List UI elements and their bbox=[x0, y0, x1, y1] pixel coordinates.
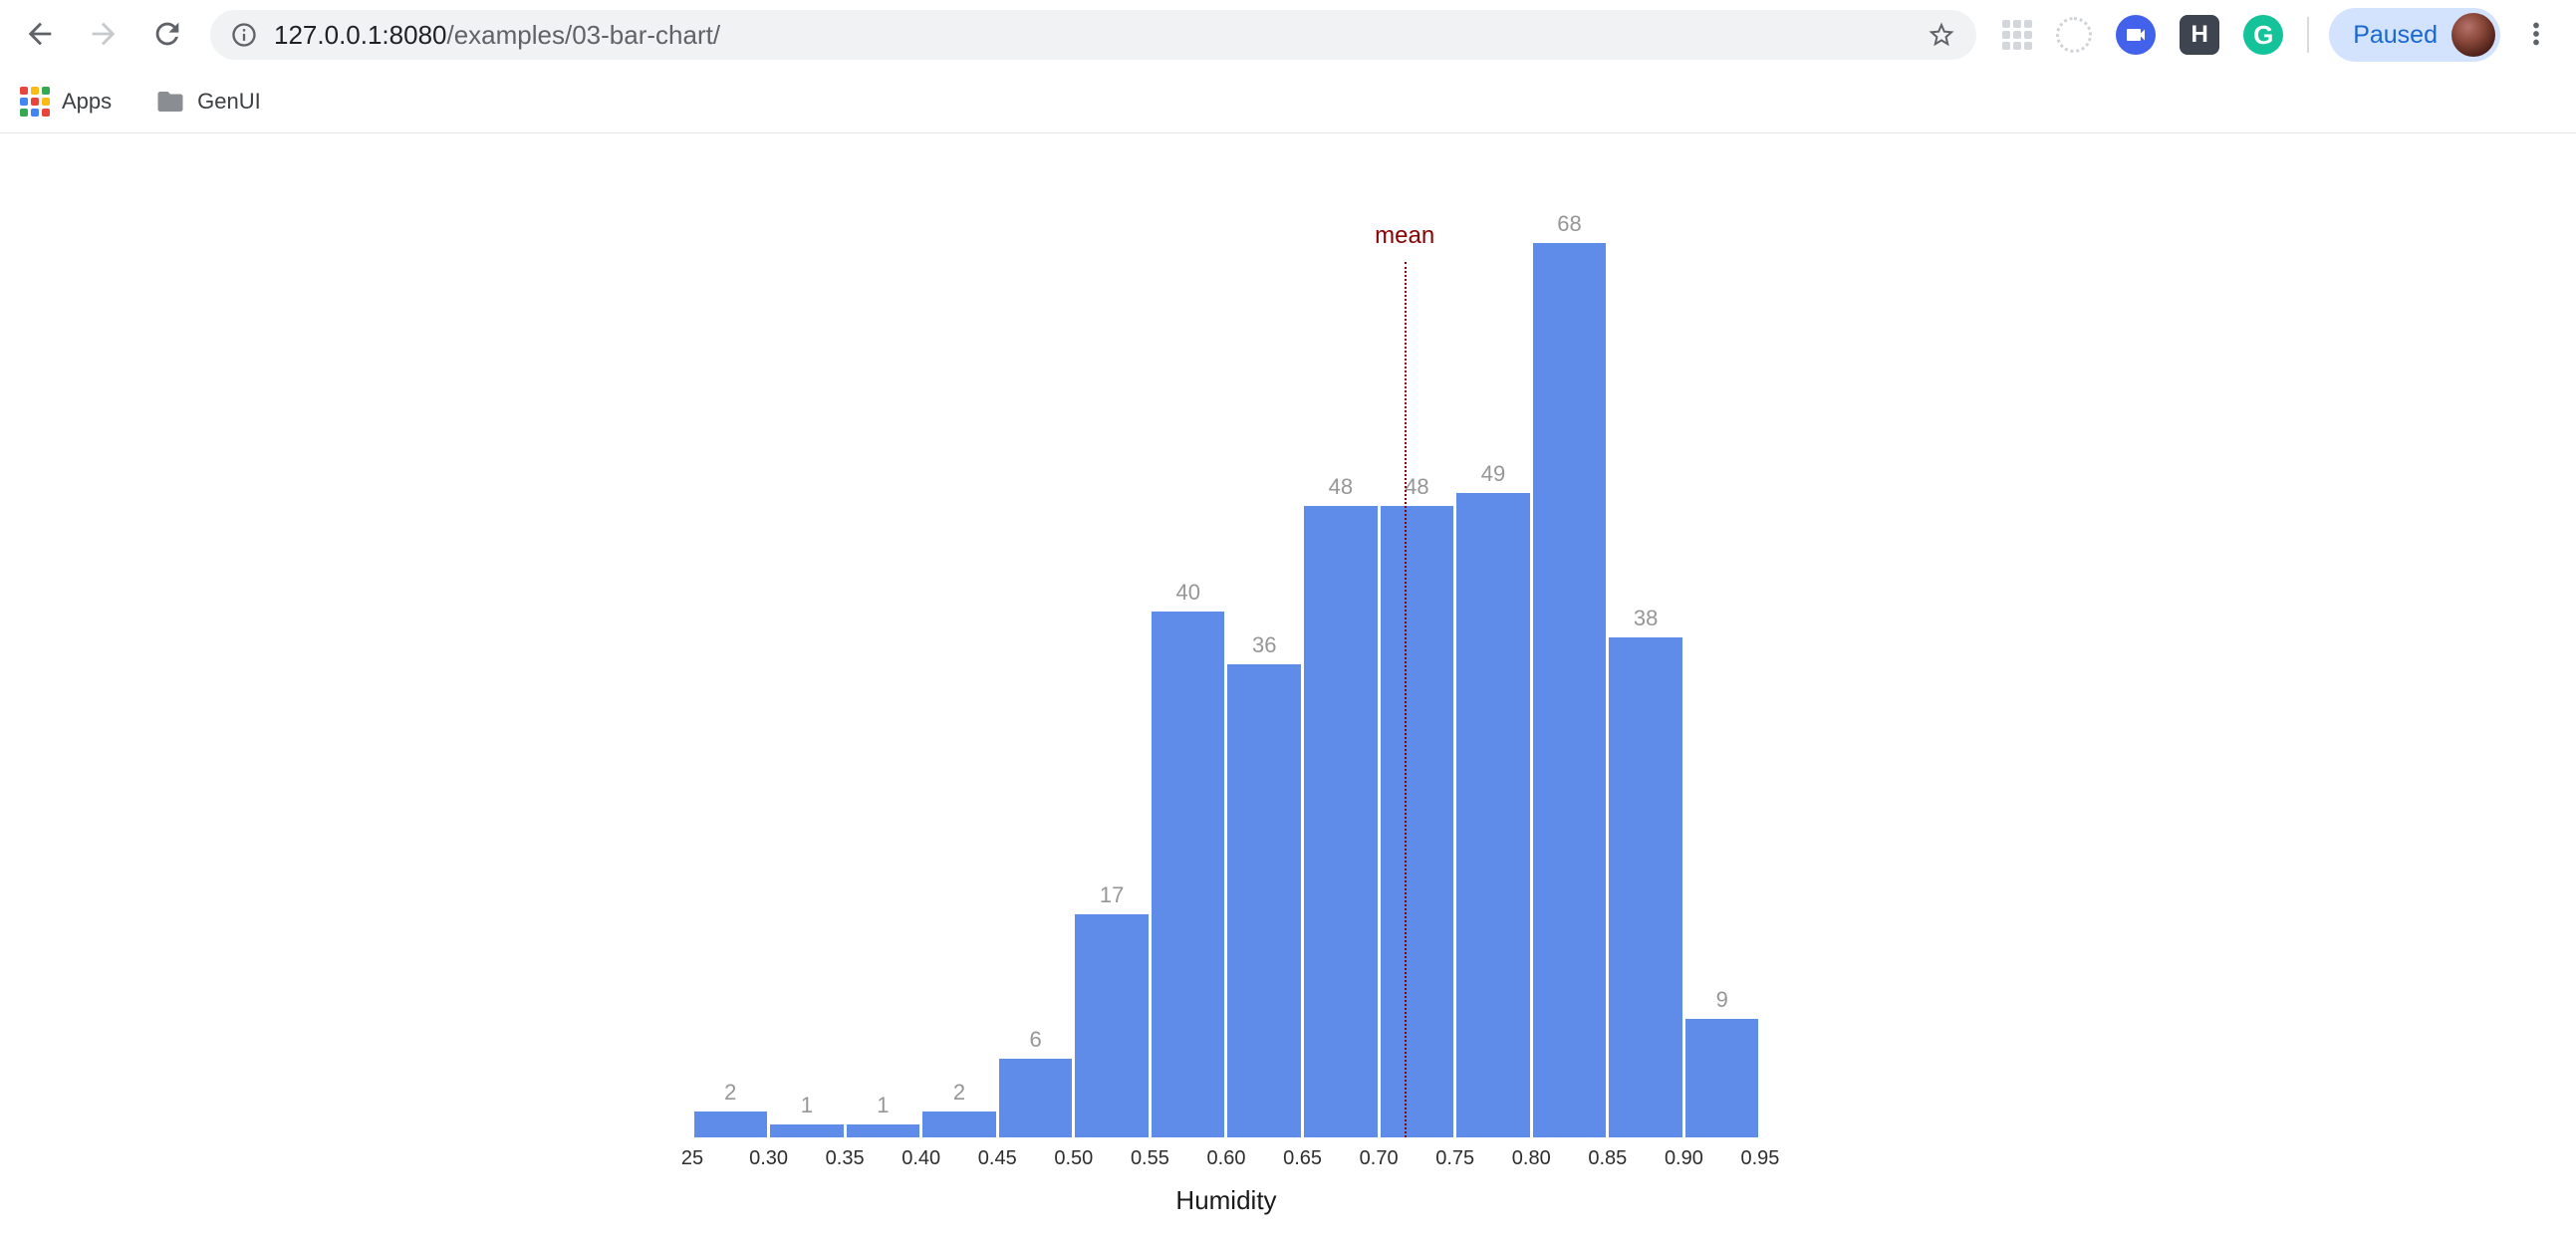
histogram-bar bbox=[1684, 1019, 1759, 1137]
histogram-bar bbox=[1151, 612, 1225, 1137]
refresh-icon bbox=[150, 17, 184, 54]
histogram-bar bbox=[846, 1123, 920, 1137]
x-tick-label: 0.65 bbox=[1283, 1147, 1323, 1169]
bar-value-label: 36 bbox=[1252, 631, 1277, 657]
browser-toolbar: 127.0.0.1:8080/examples/03-bar-chart/ H … bbox=[0, 0, 2576, 70]
url-text: 127.0.0.1:8080/examples/03-bar-chart/ bbox=[274, 20, 1927, 51]
x-tick-label: 0.90 bbox=[1664, 1147, 1703, 1169]
forward-button[interactable] bbox=[78, 9, 129, 61]
x-tick-label: 0.60 bbox=[1206, 1147, 1246, 1169]
x-tick-label: 0.80 bbox=[1511, 1147, 1551, 1169]
histogram-chart: 2 1 1 2 6 17 40 36 48 48 49 68 38 9 25 0.30 0.35 0.40 0.45… bbox=[0, 133, 2576, 1234]
bar-value-label: 2 bbox=[724, 1079, 737, 1105]
x-axis-title: Humidity bbox=[1175, 1185, 1277, 1215]
bookmark-item-apps[interactable]: Apps bbox=[20, 86, 113, 117]
x-tick-label: 25 bbox=[680, 1147, 704, 1169]
bar-value-label: 1 bbox=[800, 1092, 813, 1117]
x-tick-label: 0.95 bbox=[1740, 1147, 1780, 1169]
histogram-bar bbox=[1609, 637, 1682, 1137]
profile-avatar[interactable] bbox=[2451, 13, 2495, 57]
toolbar-separator bbox=[2307, 17, 2310, 53]
bar-value-label: 1 bbox=[877, 1092, 890, 1117]
grammarly-extension-icon[interactable]: G bbox=[2243, 15, 2284, 55]
bookmark-label: Apps bbox=[62, 88, 113, 114]
extension-grid-icon[interactable] bbox=[2002, 20, 2033, 50]
x-tick-label: 0.50 bbox=[1054, 1147, 1094, 1169]
h-extension-icon[interactable]: H bbox=[2180, 15, 2220, 55]
histogram-bar bbox=[1075, 913, 1149, 1137]
histogram-bar bbox=[1532, 243, 1607, 1137]
bar-value-label: 9 bbox=[1715, 987, 1728, 1013]
arrow-left-icon bbox=[23, 17, 57, 54]
bookmarks-bar: Apps GenUI bbox=[0, 70, 2576, 133]
address-bar[interactable]: 127.0.0.1:8080/examples/03-bar-chart/ bbox=[210, 10, 1977, 60]
browser-menu-button[interactable] bbox=[2510, 9, 2562, 61]
bar-value-label: 68 bbox=[1557, 211, 1582, 237]
bar-value-label: 49 bbox=[1480, 461, 1506, 487]
back-button[interactable] bbox=[14, 9, 66, 61]
histogram-bar bbox=[1456, 493, 1530, 1137]
apps-grid-icon bbox=[20, 86, 50, 117]
bar-value-label: 48 bbox=[1328, 474, 1354, 500]
web-page: 2 1 1 2 6 17 40 36 48 48 49 68 38 9 25 0.30 0.35 0.40 0.45… bbox=[0, 133, 2576, 1234]
mean-label: mean bbox=[1375, 222, 1435, 249]
histogram-bar bbox=[770, 1123, 844, 1137]
url-host: 127.0.0.1:8080 bbox=[274, 19, 447, 50]
histogram-bar bbox=[998, 1058, 1073, 1137]
histogram-bar bbox=[1227, 663, 1302, 1137]
bar-value-label: 6 bbox=[1029, 1026, 1042, 1052]
arrow-right-icon bbox=[87, 17, 121, 54]
x-tick-label: 0.40 bbox=[902, 1147, 941, 1169]
bookmark-item-genui[interactable]: GenUI bbox=[155, 87, 261, 117]
x-tick-label: 0.85 bbox=[1588, 1147, 1628, 1169]
folder-icon bbox=[155, 87, 185, 117]
bar-value-label: 48 bbox=[1405, 474, 1429, 500]
extension-dial-icon[interactable] bbox=[2056, 17, 2093, 53]
x-tick-label: 0.35 bbox=[825, 1147, 865, 1169]
extensions-area: H G bbox=[2002, 15, 2329, 55]
loom-extension-icon[interactable] bbox=[2116, 15, 2157, 55]
bar-value-label: 2 bbox=[952, 1079, 966, 1105]
profile-paused-chip[interactable]: Paused bbox=[2329, 8, 2500, 62]
bookmark-label: GenUI bbox=[197, 88, 261, 114]
three-dots-vertical-icon bbox=[2519, 17, 2553, 54]
x-tick-label: 0.55 bbox=[1130, 1147, 1169, 1169]
histogram-bar bbox=[1304, 506, 1378, 1137]
histogram-bar bbox=[1380, 506, 1454, 1137]
bar-value-label: 17 bbox=[1099, 881, 1125, 907]
bar-value-label: 38 bbox=[1633, 606, 1659, 631]
histogram-bar bbox=[922, 1111, 996, 1137]
paused-label: Paused bbox=[2353, 20, 2438, 49]
url-path: /examples/03-bar-chart/ bbox=[446, 19, 721, 50]
histogram-bar bbox=[693, 1111, 768, 1137]
bookmark-star-icon[interactable] bbox=[1927, 20, 1956, 50]
x-tick-label: 0.30 bbox=[749, 1147, 789, 1169]
x-tick-label: 0.75 bbox=[1435, 1147, 1475, 1169]
x-tick-label: 0.45 bbox=[977, 1147, 1017, 1169]
reload-button[interactable] bbox=[141, 9, 193, 61]
bar-value-label: 40 bbox=[1175, 580, 1200, 605]
mean-line bbox=[1405, 262, 1408, 1137]
site-info-icon[interactable] bbox=[230, 21, 258, 49]
x-tick-label: 0.70 bbox=[1359, 1147, 1399, 1169]
